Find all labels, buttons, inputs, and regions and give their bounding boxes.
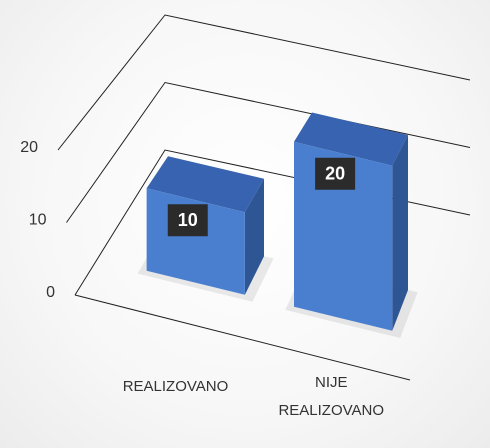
grid-line — [74, 149, 471, 296]
grid-line — [66, 81, 471, 223]
bar-top — [294, 112, 408, 166]
bar-side — [392, 135, 408, 331]
bar — [285, 112, 418, 339]
x-tick-label: NIJE REALIZOVANO — [278, 373, 385, 419]
value-label-box — [167, 204, 208, 237]
value-label: 10 — [178, 210, 198, 230]
y-tick-label: 10 — [29, 212, 47, 229]
value-label: 20 — [325, 164, 345, 184]
floor-edge — [74, 294, 411, 381]
y-tick-label: 0 — [46, 284, 55, 301]
x-tick-label: REALIZOVANO — [122, 377, 229, 395]
value-label-box — [315, 157, 356, 190]
grid-line — [57, 14, 471, 151]
bar-top — [146, 156, 264, 213]
y-tick-label: 20 — [20, 139, 38, 156]
bar-side — [244, 178, 264, 295]
